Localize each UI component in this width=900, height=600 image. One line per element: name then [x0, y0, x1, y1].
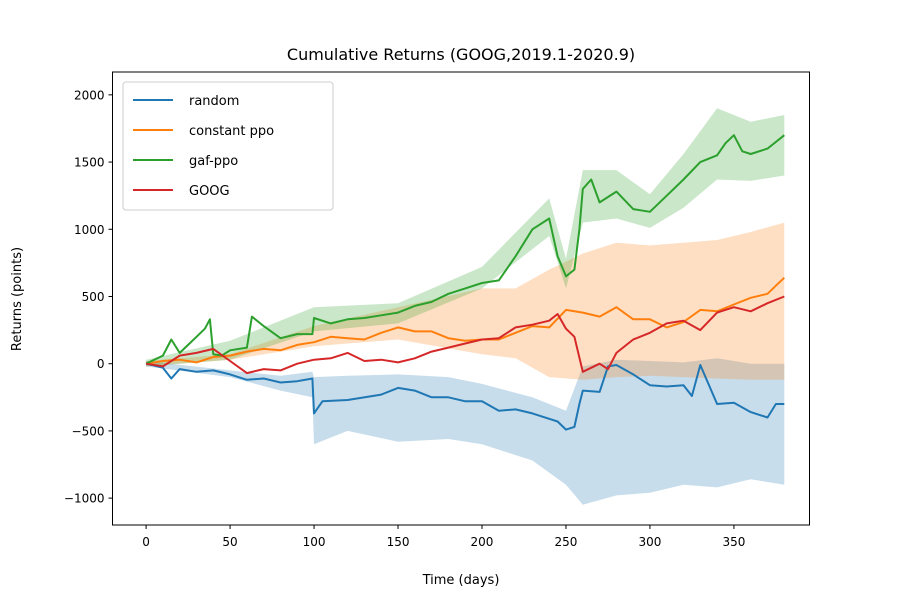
- x-tick-label: 200: [471, 535, 494, 549]
- x-tick-label: 50: [222, 535, 237, 549]
- x-tick-label: 300: [638, 535, 661, 549]
- x-tick-label: 350: [722, 535, 745, 549]
- legend-box: [122, 81, 334, 211]
- plot-frame: [112, 71, 810, 526]
- y-tick-label: −1000: [64, 492, 105, 506]
- y-tick-label: 500: [82, 290, 105, 304]
- x-tick-label: 0: [142, 535, 150, 549]
- series-line-random: [145, 362, 785, 431]
- series-line-goog: [145, 295, 785, 375]
- legend-label-constant-ppo: constant ppo: [189, 124, 274, 139]
- y-tick-label: 0: [97, 357, 105, 371]
- x-axis-label: Time (days): [422, 573, 500, 588]
- x-tick-label: 150: [387, 535, 410, 549]
- y-tick-label: 1500: [74, 156, 105, 170]
- y-tick-label: 1000: [74, 223, 105, 237]
- y-tick-label: 2000: [74, 88, 105, 102]
- x-tick-label: 250: [555, 535, 578, 549]
- x-tick-label: 100: [303, 535, 326, 549]
- legend-label-random: random: [189, 94, 239, 109]
- y-tick-label: −500: [72, 424, 105, 438]
- band-random: [146, 358, 785, 505]
- series-line-constant-ppo: [145, 276, 785, 365]
- legend-label-gaf-ppo: gaf-ppo: [189, 154, 238, 169]
- series-line-gaf-ppo: [145, 134, 785, 365]
- confidence-bands: [146, 108, 785, 505]
- chart-title: Cumulative Returns (GOOG,2019.1-2020.9): [287, 45, 635, 64]
- band-constant-ppo: [146, 222, 785, 380]
- series-lines: [145, 134, 785, 431]
- y-axis-label: Returns (points): [10, 247, 25, 351]
- legend-label-goog: GOOG: [189, 184, 230, 199]
- band-gaf-ppo: [146, 108, 785, 367]
- legend: random constant ppo gaf-ppo GOOG: [122, 81, 334, 211]
- x-axis-ticks: 0 50 100 150 200 250 300 350: [142, 525, 745, 549]
- y-axis-ticks: −1000 −500 0 500 1000 1500 2000: [64, 88, 113, 506]
